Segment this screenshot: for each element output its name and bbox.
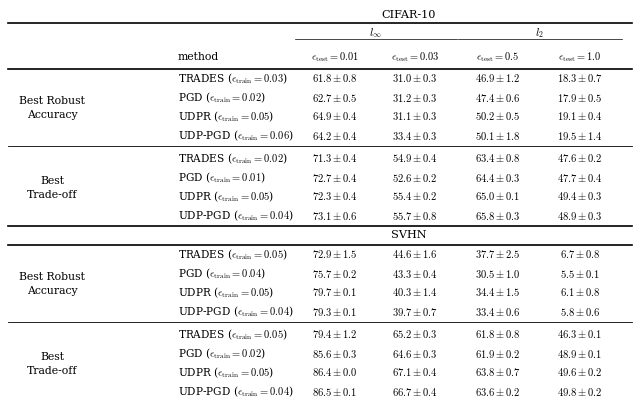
Text: UDP-PGD ($\epsilon_{\mathrm{train}} = 0.04$): UDP-PGD ($\epsilon_{\mathrm{train}} = 0.… [178,208,294,223]
Text: $\mathbf{49.4 \pm 0.3}$: $\mathbf{49.4 \pm 0.3}$ [557,190,603,203]
Text: $\epsilon_{\mathrm{test}} = 0.01$: $\epsilon_{\mathrm{test}} = 0.01$ [311,50,359,64]
Text: $54.9 \pm 0.4$: $54.9 \pm 0.4$ [392,152,438,164]
Text: $\mathbf{86.4 \pm 0.0}$: $\mathbf{86.4 \pm 0.0}$ [312,367,358,379]
Text: UDP-PGD ($\epsilon_{\mathrm{train}} = 0.06$): UDP-PGD ($\epsilon_{\mathrm{train}} = 0.… [178,128,294,143]
Text: UDPR ($\epsilon_{\mathrm{train}} = 0.05$): UDPR ($\epsilon_{\mathrm{train}} = 0.05$… [178,109,274,124]
Text: Best Robust: Best Robust [19,96,85,106]
Text: $\mathbf{44.6 \pm 1.6}$: $\mathbf{44.6 \pm 1.6}$ [392,249,438,261]
Text: $5.8 \pm 0.6$: $5.8 \pm 0.6$ [560,306,600,318]
Text: $46.9 \pm 1.2$: $46.9 \pm 1.2$ [476,73,521,85]
Text: UDP-PGD ($\epsilon_{\mathrm{train}} = 0.04$): UDP-PGD ($\epsilon_{\mathrm{train}} = 0.… [178,304,294,319]
Text: $72.9 \pm 1.5$: $72.9 \pm 1.5$ [312,249,358,261]
Text: $48.9 \pm 0.3$: $48.9 \pm 0.3$ [557,209,603,221]
Text: $\mathbf{55.7 \pm 0.8}$: $\mathbf{55.7 \pm 0.8}$ [392,209,438,221]
Text: $33.4 \pm 0.6$: $33.4 \pm 0.6$ [475,306,521,318]
Text: $34.4 \pm 1.5$: $34.4 \pm 1.5$ [476,286,521,298]
Text: $\mathbf{79.7 \pm 0.1}$: $\mathbf{79.7 \pm 0.1}$ [312,286,358,298]
Text: TRADES ($\epsilon_{\mathrm{train}} = 0.05$): TRADES ($\epsilon_{\mathrm{train}} = 0.0… [178,247,288,262]
Text: UDP-PGD ($\epsilon_{\mathrm{train}} = 0.04$): UDP-PGD ($\epsilon_{\mathrm{train}} = 0.… [178,384,294,399]
Text: $47.4 \pm 0.6$: $47.4 \pm 0.6$ [475,91,521,103]
Text: $17.9 \pm 0.5$: $17.9 \pm 0.5$ [557,91,603,103]
Text: $31.1 \pm 0.3$: $31.1 \pm 0.3$ [392,111,438,122]
Text: $47.7 \pm 0.4$: $47.7 \pm 0.4$ [557,172,603,184]
Text: $55.4 \pm 0.2$: $55.4 \pm 0.2$ [392,190,438,203]
Text: UDPR ($\epsilon_{\mathrm{train}} = 0.05$): UDPR ($\epsilon_{\mathrm{train}} = 0.05$… [178,365,274,380]
Text: $l_\infty$: $l_\infty$ [369,26,381,40]
Text: $43.3 \pm 0.4$: $43.3 \pm 0.4$ [392,267,438,280]
Text: Accuracy: Accuracy [27,110,77,120]
Text: Best Robust: Best Robust [19,272,85,282]
Text: $79.3 \pm 0.1$: $79.3 \pm 0.1$ [312,306,358,318]
Text: $\mathbf{6.1 \pm 0.8}$: $\mathbf{6.1 \pm 0.8}$ [560,286,600,298]
Text: CIFAR-10: CIFAR-10 [382,10,436,20]
Text: $64.2 \pm 0.4$: $64.2 \pm 0.4$ [312,130,358,142]
Text: $\mathbf{50.2 \pm 0.5}$: $\mathbf{50.2 \pm 0.5}$ [476,111,521,122]
Text: $\mathbf{19.5 \pm 1.4}$: $\mathbf{19.5 \pm 1.4}$ [557,130,603,142]
Text: method: method [178,52,220,62]
Text: $30.5 \pm 1.0$: $30.5 \pm 1.0$ [475,267,521,280]
Text: $\mathbf{33.4 \pm 0.3}$: $\mathbf{33.4 \pm 0.3}$ [392,130,438,142]
Text: $52.6 \pm 0.2$: $52.6 \pm 0.2$ [392,172,438,184]
Text: $\mathbf{50.1 \pm 1.8}$: $\mathbf{50.1 \pm 1.8}$ [475,130,521,142]
Text: $85.6 \pm 0.3$: $85.6 \pm 0.3$ [312,348,358,359]
Text: $61.8 \pm 0.8$: $61.8 \pm 0.8$ [312,73,358,85]
Text: $64.6 \pm 0.3$: $64.6 \pm 0.3$ [392,348,438,359]
Text: $\mathbf{65.8 \pm 0.3}$: $\mathbf{65.8 \pm 0.3}$ [476,209,521,221]
Text: $62.7 \pm 0.5$: $62.7 \pm 0.5$ [312,91,358,103]
Text: Best: Best [40,176,64,186]
Text: PGD ($\epsilon_{\mathrm{train}} = 0.02$): PGD ($\epsilon_{\mathrm{train}} = 0.02$) [178,346,266,361]
Text: $66.7 \pm 0.4$: $66.7 \pm 0.4$ [392,385,438,397]
Text: UDPR ($\epsilon_{\mathrm{train}} = 0.05$): UDPR ($\epsilon_{\mathrm{train}} = 0.05$… [178,189,274,204]
Text: PGD ($\epsilon_{\mathrm{train}} = 0.04$): PGD ($\epsilon_{\mathrm{train}} = 0.04$) [178,266,266,281]
Text: $49.8 \pm 0.2$: $49.8 \pm 0.2$ [557,385,603,397]
Text: $31.2 \pm 0.3$: $31.2 \pm 0.3$ [392,91,438,103]
Text: $\mathbf{72.7 \pm 0.4}$: $\mathbf{72.7 \pm 0.4}$ [312,172,358,184]
Text: $\mathbf{19.1 \pm 0.4}$: $\mathbf{19.1 \pm 0.4}$ [557,111,603,122]
Text: PGD ($\epsilon_{\mathrm{train}} = 0.02$): PGD ($\epsilon_{\mathrm{train}} = 0.02$) [178,90,266,105]
Text: $64.4 \pm 0.3$: $64.4 \pm 0.3$ [476,172,521,184]
Text: TRADES ($\epsilon_{\mathrm{train}} = 0.05$): TRADES ($\epsilon_{\mathrm{train}} = 0.0… [178,327,288,342]
Text: $75.7 \pm 0.2$: $75.7 \pm 0.2$ [312,267,358,280]
Text: $79.4 \pm 1.2$: $79.4 \pm 1.2$ [312,328,358,340]
Text: $46.3 \pm 0.1$: $46.3 \pm 0.1$ [557,328,603,340]
Text: $\epsilon_{\mathrm{test}} = 0.5$: $\epsilon_{\mathrm{test}} = 0.5$ [476,50,520,64]
Text: $18.3 \pm 0.7$: $18.3 \pm 0.7$ [557,73,603,85]
Text: $39.7 \pm 0.7$: $39.7 \pm 0.7$ [392,306,438,318]
Text: Trade-off: Trade-off [27,365,77,375]
Text: $\mathbf{67.1 \pm 0.4}$: $\mathbf{67.1 \pm 0.4}$ [392,367,438,379]
Text: $\mathbf{86.5 \pm 0.1}$: $\mathbf{86.5 \pm 0.1}$ [312,385,358,397]
Text: $63.6 \pm 0.2$: $63.6 \pm 0.2$ [476,385,521,397]
Text: UDPR ($\epsilon_{\mathrm{train}} = 0.05$): UDPR ($\epsilon_{\mathrm{train}} = 0.05$… [178,285,274,300]
Text: $\mathbf{37.7 \pm 2.5}$: $\mathbf{37.7 \pm 2.5}$ [476,249,521,261]
Text: $\mathbf{73.1 \pm 0.6}$: $\mathbf{73.1 \pm 0.6}$ [312,209,358,221]
Text: $71.3 \pm 0.4$: $71.3 \pm 0.4$ [312,152,358,164]
Text: $40.3 \pm 1.4$: $40.3 \pm 1.4$ [392,286,438,298]
Text: $5.5 \pm 0.1$: $5.5 \pm 0.1$ [560,267,600,280]
Text: $l_2$: $l_2$ [534,26,543,40]
Text: $\mathbf{6.7 \pm 0.8}$: $\mathbf{6.7 \pm 0.8}$ [560,249,600,261]
Text: $47.6 \pm 0.2$: $47.6 \pm 0.2$ [557,152,603,164]
Text: Accuracy: Accuracy [27,286,77,296]
Text: $65.0 \pm 0.1$: $65.0 \pm 0.1$ [476,190,520,203]
Text: $\mathbf{64.9 \pm 0.4}$: $\mathbf{64.9 \pm 0.4}$ [312,111,358,122]
Text: $65.2 \pm 0.3$: $65.2 \pm 0.3$ [392,328,438,340]
Text: PGD ($\epsilon_{\mathrm{train}} = 0.01$): PGD ($\epsilon_{\mathrm{train}} = 0.01$) [178,170,266,185]
Text: $63.4 \pm 0.8$: $63.4 \pm 0.8$ [475,152,521,164]
Text: Best: Best [40,352,64,362]
Text: $\epsilon_{\mathrm{test}} = 1.0$: $\epsilon_{\mathrm{test}} = 1.0$ [558,50,602,64]
Text: TRADES ($\epsilon_{\mathrm{train}} = 0.03$): TRADES ($\epsilon_{\mathrm{train}} = 0.0… [178,71,288,86]
Text: $72.3 \pm 0.4$: $72.3 \pm 0.4$ [312,190,358,203]
Text: $48.9 \pm 0.1$: $48.9 \pm 0.1$ [557,348,603,359]
Text: $61.8 \pm 0.8$: $61.8 \pm 0.8$ [475,328,521,340]
Text: SVHN: SVHN [391,230,427,240]
Text: TRADES ($\epsilon_{\mathrm{train}} = 0.02$): TRADES ($\epsilon_{\mathrm{train}} = 0.0… [178,151,288,166]
Text: $61.9 \pm 0.2$: $61.9 \pm 0.2$ [476,348,521,359]
Text: $\mathbf{49.6 \pm 0.2}$: $\mathbf{49.6 \pm 0.2}$ [557,367,603,379]
Text: $31.0 \pm 0.3$: $31.0 \pm 0.3$ [392,73,438,85]
Text: $\mathbf{63.8 \pm 0.7}$: $\mathbf{63.8 \pm 0.7}$ [475,367,521,379]
Text: Trade-off: Trade-off [27,190,77,200]
Text: $\epsilon_{\mathrm{test}} = 0.03$: $\epsilon_{\mathrm{test}} = 0.03$ [391,50,439,64]
